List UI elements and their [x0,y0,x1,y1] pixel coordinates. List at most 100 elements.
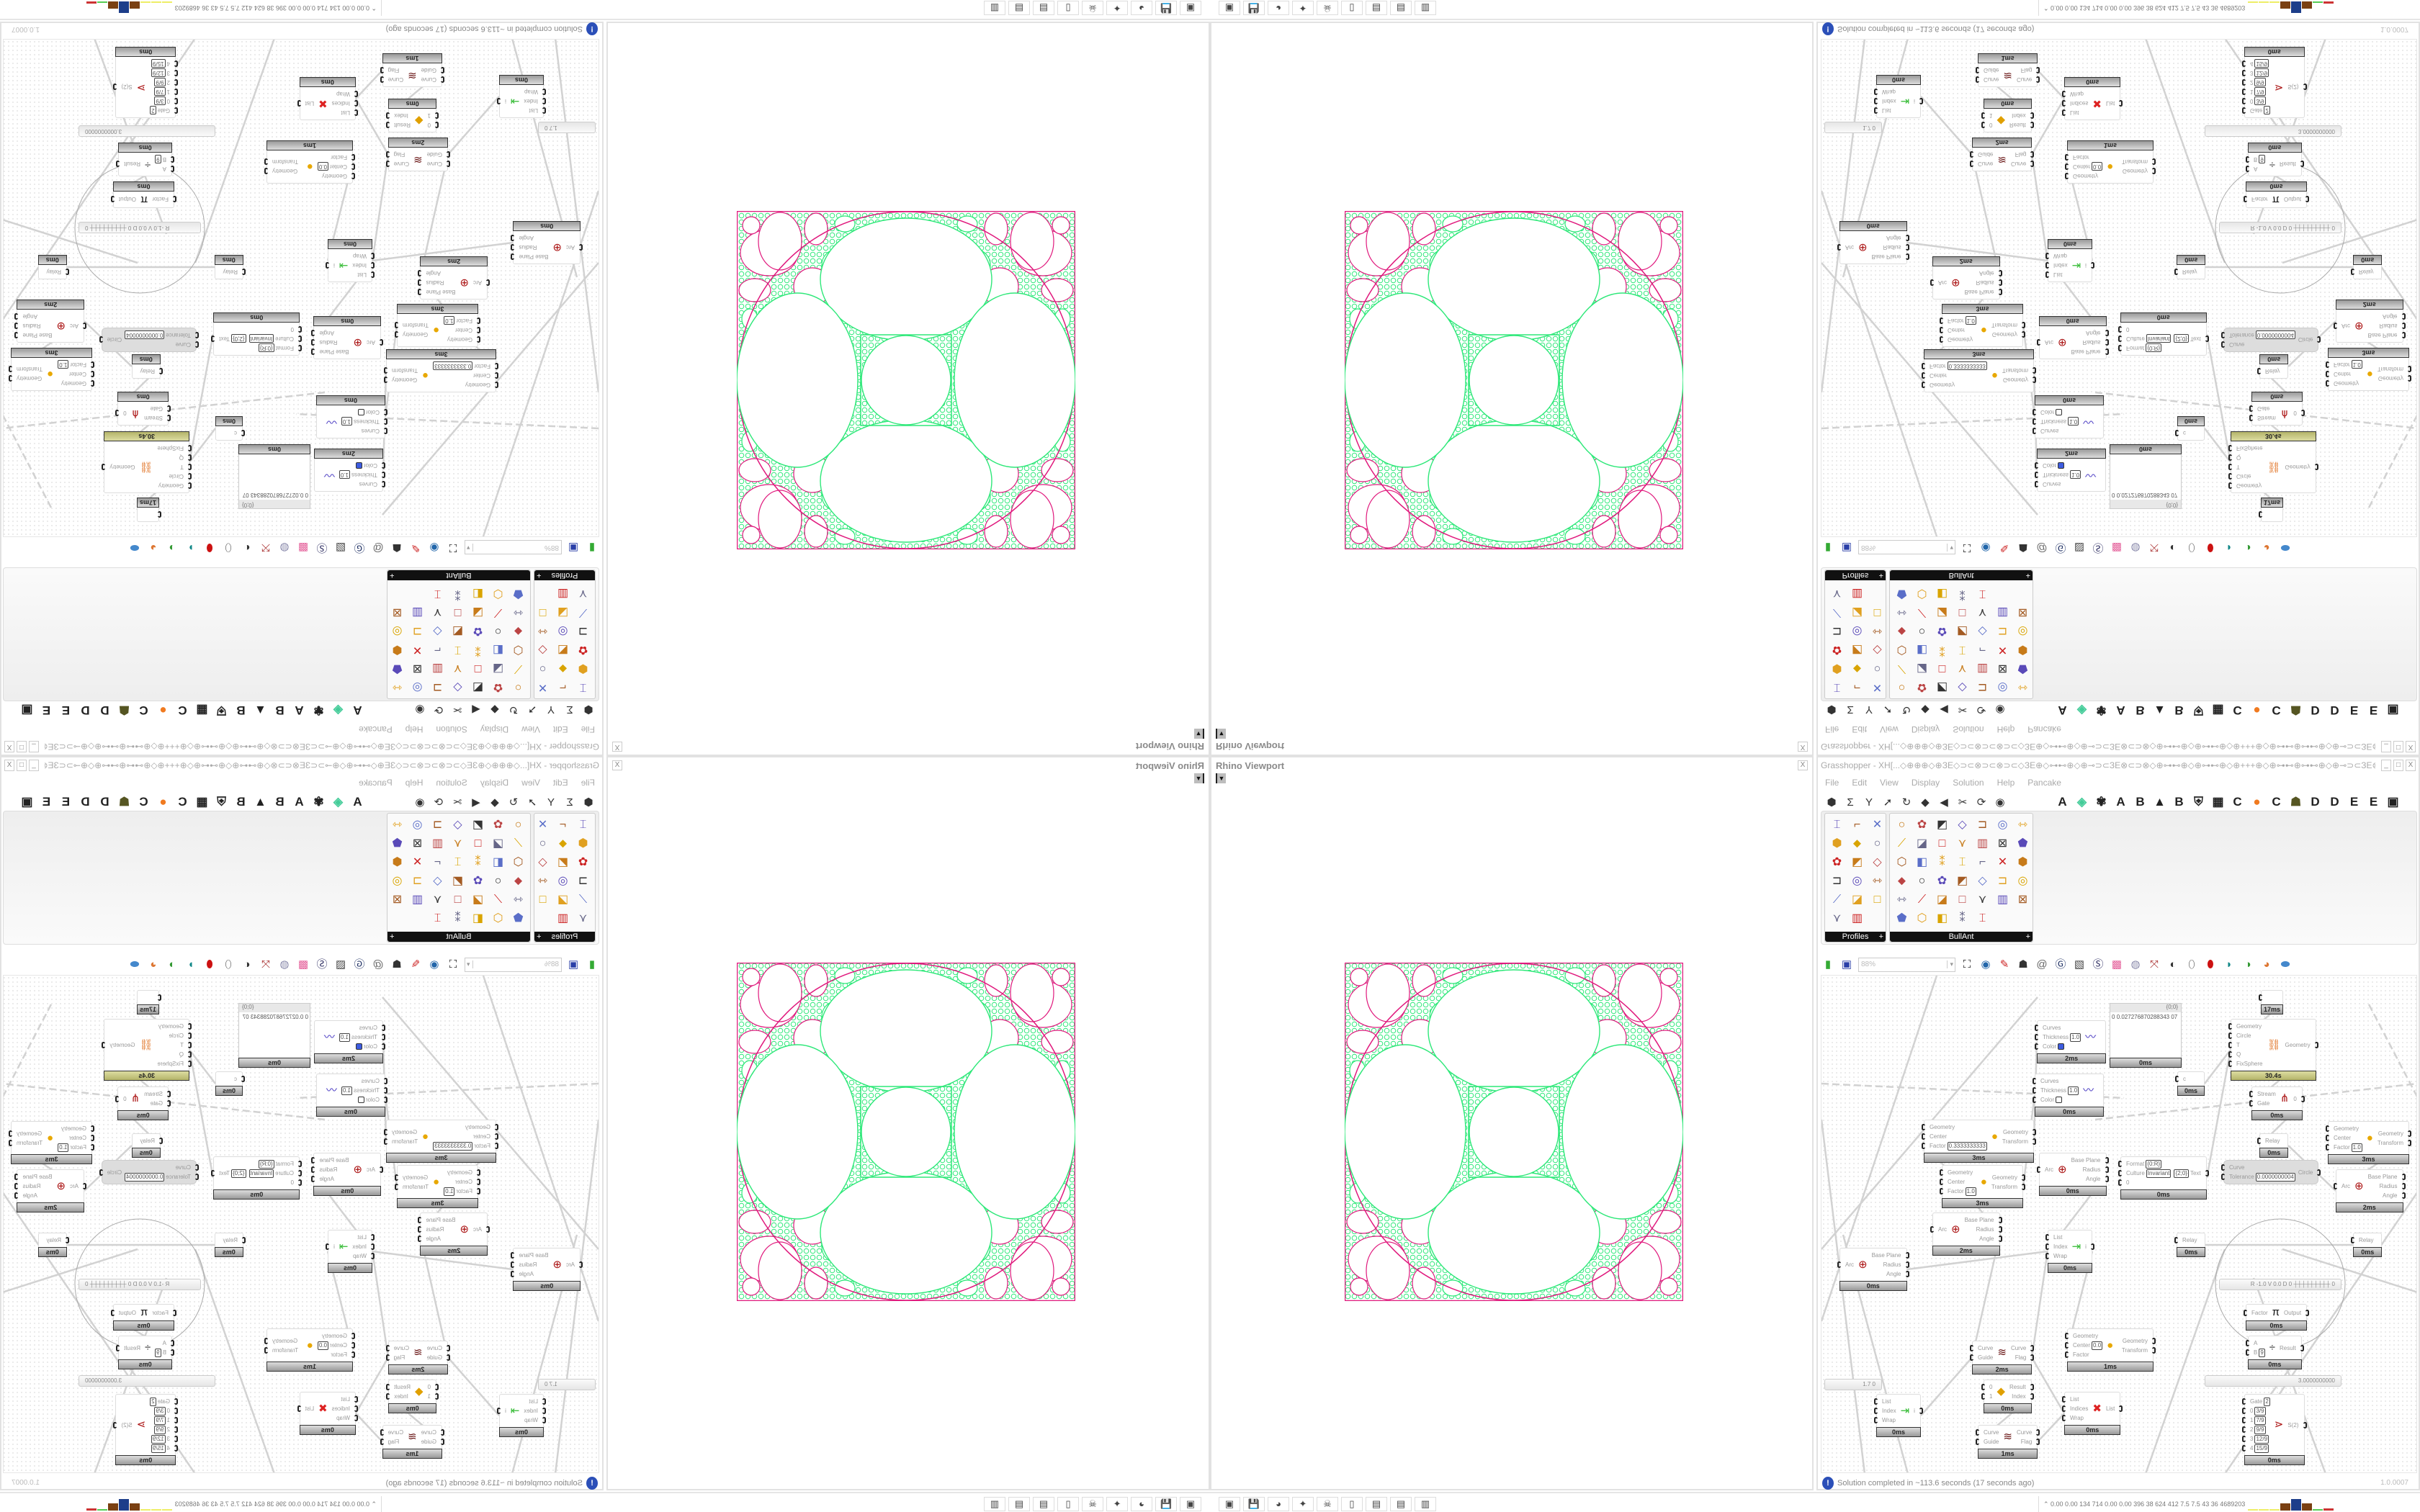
input-port[interactable] [2174,269,2178,275]
grasshopper-canvas[interactable]: Curves Thickness 1.0 Color 〰 2ms Curves Thickne… [1821,39,2417,537]
input-port[interactable] [188,454,192,461]
tab-icon[interactable]: ⬢ [583,796,593,809]
input-port[interactable] [2221,1174,2225,1180]
component-icon[interactable]: ⌶ [1978,588,1986,600]
input-port[interactable] [1922,363,1925,369]
tab-letter[interactable]: A [2116,795,2125,809]
input-port[interactable] [477,318,480,324]
component-icon[interactable]: ○ [514,819,522,831]
input-port[interactable] [2045,1234,2049,1241]
output-port[interactable] [386,1384,390,1390]
component-node[interactable]: List Indices Wrap ✖ List 0ms [297,77,358,120]
component-icon[interactable]: ⌶ [434,912,442,924]
menu-display[interactable]: Display [480,778,509,788]
component-icon[interactable]: ✿ [1832,856,1842,868]
component-icon[interactable]: ⊐ [412,875,423,887]
component-icon[interactable]: ⟋ [1897,837,1906,850]
input-value[interactable]: 12/9 [151,1434,166,1444]
component-icon[interactable]: ⇿ [513,894,524,906]
output-port[interactable] [2408,1139,2412,1146]
red-shade-icon[interactable]: ⬮ [206,541,213,554]
output-port[interactable] [1998,1236,2002,1242]
green-icon[interactable]: ◑ [169,958,176,971]
tab-letter[interactable]: E [42,703,51,717]
component-icon[interactable]: ◪ [492,662,504,675]
component-node[interactable]: Arc ⊕ Base Plane Radius Angle 2ms [418,256,490,300]
zoom-input[interactable]: 88% ▾ [465,958,562,972]
output-port[interactable] [2030,1354,2035,1361]
component-icon[interactable]: ◩ [557,644,569,656]
input-port[interactable] [167,1100,171,1107]
component-icon[interactable]: ⬢ [2017,644,2028,656]
component-icon[interactable]: ▥ [431,662,444,675]
output-port[interactable] [14,332,19,338]
component-node[interactable]: List Index Wrap ⇥ i 0ms [1874,75,1923,118]
zoom-input[interactable]: 88% ▾ [1858,540,1955,554]
input-value[interactable]: 2 [150,106,156,115]
component-icon[interactable]: ⬟ [2017,662,2028,675]
output-port[interactable] [2090,262,2094,269]
output-port[interactable] [2401,313,2406,320]
input-port[interactable] [2242,1408,2246,1414]
component-icon[interactable]: ⬥ [514,875,523,887]
component-node[interactable]: Geometry Circle T Q FixSphere ⛓ Geometry 30.4s [102,431,192,493]
component-icon[interactable]: ⟋ [1897,662,1906,675]
output-port[interactable] [2401,1174,2406,1180]
menu-pancake[interactable]: Pancake [359,778,393,788]
close-viewport-button[interactable]: X [1798,742,1808,752]
tab-letter[interactable]: ☗ [2290,703,2302,717]
input-port[interactable] [441,76,444,83]
input-port[interactable] [2242,107,2246,114]
taskbar-app-icon[interactable]: ◕ [1131,1,1152,15]
tab-letter[interactable]: A [353,703,362,717]
output-port[interactable] [2152,158,2156,166]
input-port[interactable] [1837,244,1841,251]
input-port[interactable] [298,336,302,342]
output-port[interactable] [2033,367,2037,374]
output-port[interactable] [2300,1095,2305,1102]
output-port[interactable] [380,1439,384,1445]
input-value[interactable]: 3/9 [154,96,166,106]
number-slider[interactable]: R -1.0 V 0.0 D 0 ┼┼┼┼┼┼┼┼┼ 0 [2219,1279,2341,1290]
menu-edit[interactable]: Edit [552,724,568,734]
output-port[interactable] [211,336,215,342]
menu-view[interactable]: View [1880,778,1899,788]
output-port[interactable] [2033,1128,2037,1135]
component-icon[interactable]: ⬟ [1896,912,1907,924]
output-port[interactable] [297,100,301,107]
component-icon[interactable]: ⁑ [1939,856,1945,868]
component-icon[interactable]: ◩ [1851,856,1863,868]
input-port[interactable] [91,1125,94,1132]
output-port[interactable] [102,464,106,470]
output-port[interactable] [2152,1346,2156,1354]
input-port[interactable] [382,1034,385,1040]
component-icon[interactable]: ⊠ [392,606,403,618]
input-value[interactable]: 15/9 [2254,59,2269,68]
input-port[interactable] [1940,1169,1943,1176]
input-port[interactable] [1981,112,1985,119]
panel-expand-button[interactable]: + [537,571,542,580]
tab-letter[interactable]: ☗ [118,703,130,717]
input-port[interactable] [159,368,163,374]
tab-letter[interactable]: B [236,795,246,809]
component-icon[interactable]: ⌐ [1853,819,1861,831]
input-port[interactable] [435,112,439,119]
component-node[interactable]: List Index Wrap ⇥ i 0ms [497,1394,546,1437]
component-node[interactable]: Geometry Center Factor 1.0 ● Geometry Transfor… [8,1121,94,1164]
output-port[interactable] [311,1166,315,1173]
input-port[interactable] [2065,173,2069,179]
component-icon[interactable]: ▥ [1851,912,1863,924]
component-icon[interactable]: ▥ [1851,588,1863,600]
package-icon[interactable]: ▩ [297,541,309,554]
input-port[interactable] [2228,464,2232,470]
input-port[interactable] [174,1417,178,1423]
component-node[interactable]: Curve Guide ≋ Curve Flag 2ms [1970,138,2035,171]
output-port[interactable] [297,1405,301,1412]
component-icon[interactable]: □ [1958,894,1966,906]
sketch-icon[interactable]: ✎ [411,958,421,971]
component-icon[interactable]: ◧ [492,644,504,656]
input-port[interactable] [2037,1166,2040,1173]
input-port[interactable] [167,1091,171,1097]
input-port[interactable] [2242,60,2246,67]
component-node[interactable]: Geometry Center Factor 1.0 ● Geometry Transfor… [8,348,94,391]
